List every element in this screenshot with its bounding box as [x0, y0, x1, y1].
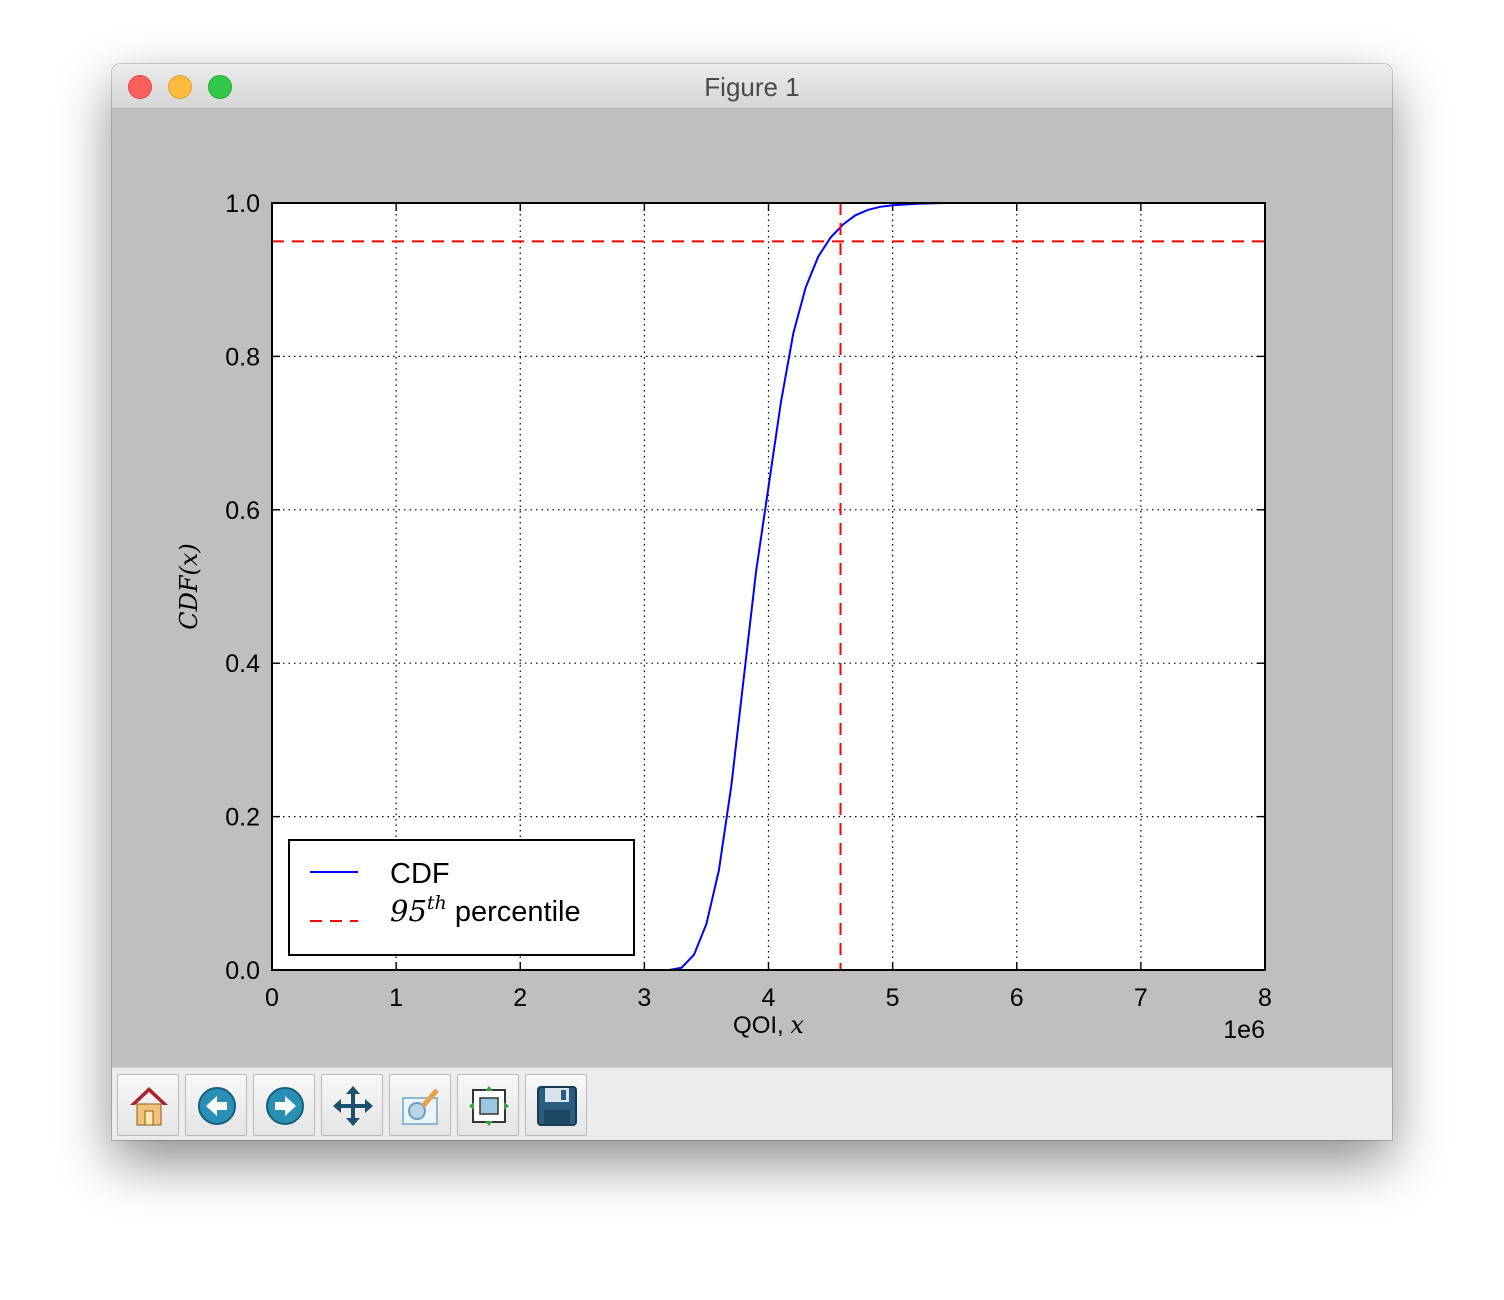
x-tick-label: 4: [762, 984, 776, 1012]
pan-button[interactable]: [321, 1074, 383, 1136]
y-tick-label: 0.8: [225, 343, 260, 371]
home-button[interactable]: [117, 1074, 179, 1136]
legend-box: [288, 839, 635, 956]
x-tick-label: 3: [637, 984, 651, 1012]
x-offset-label: 1e6: [1223, 1016, 1265, 1044]
configure-subplots-button[interactable]: [457, 1074, 519, 1136]
y-tick-label: 1.0: [225, 190, 260, 218]
x-tick-label: 1: [389, 984, 403, 1012]
subplots-icon: [469, 1086, 509, 1126]
plot-frame: [271, 202, 1266, 971]
x-tick-label: 6: [1010, 984, 1024, 1012]
y-tick-label: 0.0: [225, 957, 260, 985]
back-button[interactable]: [185, 1074, 247, 1136]
close-window-button[interactable]: [128, 75, 152, 99]
zoom-rect-icon: [402, 1088, 439, 1125]
home-icon: [130, 1087, 168, 1126]
back-arrow-icon: [198, 1087, 236, 1125]
y-axis-label: CDF(x): [175, 543, 203, 630]
save-button[interactable]: [525, 1074, 587, 1136]
legend-percentile-label: 95th percentile: [390, 892, 581, 928]
cdf-chart: 0 1 2 3 4 5 6 7 8 0.0 0.2 0.4 0.6 0.8 1.0 QOI, x 1e6 CDF(…: [175, 190, 1272, 1044]
window-title: Figure 1: [704, 72, 800, 102]
navigation-toolbar: [112, 1067, 1392, 1140]
move-arrows-icon: [333, 1086, 373, 1126]
x-tick-label: 7: [1134, 984, 1148, 1012]
y-tick-label: 0.6: [225, 497, 260, 525]
forward-arrow-icon: [266, 1087, 304, 1125]
forward-button[interactable]: [253, 1074, 315, 1136]
y-tick-label: 0.2: [225, 804, 260, 832]
x-tick-label: 8: [1258, 984, 1272, 1012]
maximize-window-button[interactable]: [208, 75, 232, 99]
x-tick-label: 2: [513, 984, 527, 1012]
figure-window: Figure 1 0 1 2 3 4 5 6 7 8 0.0 0.2 0.4 0.6 0.8 1.0 QOI,…: [112, 64, 1392, 1140]
figure-canvas[interactable]: 0 1 2 3 4 5 6 7 8 0.0 0.2 0.4 0.6 0.8 1.0 QOI, x 1e6 CDF(…: [112, 109, 1392, 1067]
y-tick-label: 0.4: [225, 650, 260, 678]
minimize-window-button[interactable]: [168, 75, 192, 99]
x-tick-label: 5: [886, 984, 900, 1012]
title-bar: Figure 1: [112, 64, 1392, 109]
zoom-button[interactable]: [389, 1074, 451, 1136]
x-axis-label: QOI, x: [733, 1011, 804, 1039]
x-tick-label: 0: [265, 984, 279, 1012]
floppy-disk-icon: [537, 1086, 577, 1126]
legend-cdf-label: CDF: [390, 858, 450, 890]
